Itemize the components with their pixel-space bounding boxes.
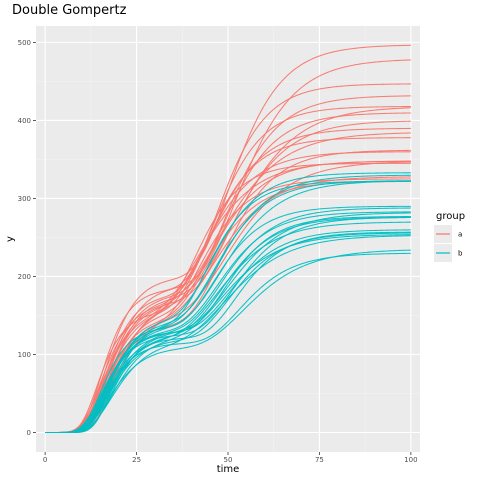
x-tick-label: 75 bbox=[315, 456, 324, 464]
y-tick-label: 500 bbox=[18, 39, 31, 47]
series-lines bbox=[45, 44, 411, 434]
y-axis-title: y bbox=[5, 236, 16, 242]
series-line-b-22 bbox=[45, 174, 411, 434]
y-tick-label: 400 bbox=[18, 117, 31, 125]
y-tick-labels: 0 100 200 300 400 500 bbox=[18, 39, 31, 437]
axis-ticks bbox=[33, 41, 412, 455]
series-line-b-29 bbox=[45, 212, 411, 434]
x-tick-label: 100 bbox=[404, 456, 417, 464]
legend-label-b: b bbox=[458, 250, 463, 258]
x-tick-label: 0 bbox=[43, 456, 47, 464]
x-tick-labels: 0 25 50 75 100 bbox=[43, 456, 418, 464]
x-tick-label: 50 bbox=[224, 456, 233, 464]
series-line-a-9 bbox=[45, 127, 411, 434]
series-line-b-40 bbox=[45, 249, 411, 434]
x-axis-title: time bbox=[217, 464, 240, 475]
chart-title: Double Gompertz bbox=[12, 3, 127, 18]
series-line-b-39 bbox=[45, 252, 411, 434]
series-line-b-38 bbox=[45, 235, 411, 434]
series-line-b-33 bbox=[45, 221, 411, 434]
y-tick-label: 100 bbox=[18, 351, 31, 359]
x-tick-label: 25 bbox=[132, 456, 141, 464]
legend: group a b bbox=[434, 211, 465, 262]
legend-label-a: a bbox=[458, 231, 462, 239]
series-line-b-36 bbox=[45, 231, 411, 434]
series-line-b-24 bbox=[45, 180, 411, 434]
legend-title: group bbox=[436, 211, 465, 222]
series-line-b-32 bbox=[45, 216, 411, 434]
y-tick-label: 0 bbox=[27, 429, 31, 437]
series-line-a-16 bbox=[45, 162, 411, 434]
series-line-b-34 bbox=[45, 229, 411, 434]
y-tick-label: 200 bbox=[18, 273, 31, 281]
series-line-b-37 bbox=[45, 232, 411, 434]
series-line-b-26 bbox=[45, 205, 411, 434]
y-tick-label: 300 bbox=[18, 195, 31, 203]
series-line-a-3 bbox=[45, 83, 411, 434]
major-gridlines bbox=[36, 26, 420, 452]
